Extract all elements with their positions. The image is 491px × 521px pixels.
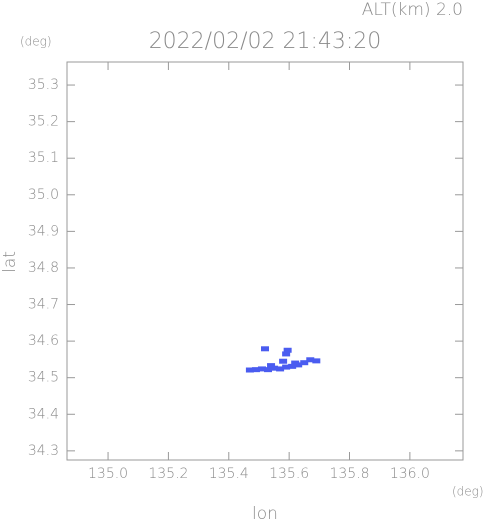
x-tick-label: 135.2 (148, 466, 188, 482)
y-tick-label: 35.3 (28, 77, 59, 93)
y-tick-label: 35.2 (28, 114, 59, 130)
echo-point (306, 357, 315, 363)
chart-title: 2022/02/02 21:43:20 (149, 29, 382, 54)
echo-point (291, 360, 300, 366)
y-tick-label: 34.8 (28, 260, 59, 276)
x-tick-label: 136.0 (390, 466, 430, 482)
x-axis-label: lon (252, 504, 278, 521)
x-tick-label: 135.8 (329, 466, 369, 482)
echo-point (282, 351, 291, 357)
x-tick-label: 135.6 (269, 466, 309, 482)
echo-point (257, 366, 266, 372)
echo-point (264, 367, 273, 373)
echo-point (251, 367, 260, 373)
y-tick-label: 35.0 (28, 187, 59, 203)
x-tick-label: 135.0 (88, 466, 128, 482)
y-axis-label: lat (0, 251, 20, 273)
x-unit: (deg) (452, 485, 484, 499)
echo-point (300, 360, 309, 366)
y-tick-label: 34.3 (28, 443, 59, 459)
y-tick-label: 34.7 (28, 297, 59, 313)
echo-point (276, 366, 285, 372)
echo-point (267, 363, 276, 369)
echo-point (282, 364, 291, 370)
echo-point (245, 367, 254, 373)
echo-point (270, 365, 279, 371)
y-tick-label: 34.9 (28, 223, 59, 239)
echo-point (283, 347, 292, 353)
x-tick-label: 135.4 (209, 466, 249, 482)
y-tick-label: 35.1 (28, 150, 59, 166)
altitude-label: ALT(km) 2.0 (362, 0, 463, 20)
echo-point (279, 358, 288, 364)
y-tick-label: 34.4 (28, 406, 59, 422)
echo-point (261, 346, 269, 352)
echo-point (312, 358, 321, 364)
plot-frame (66, 61, 464, 461)
y-tick-label: 34.5 (28, 370, 59, 386)
echo-point (288, 363, 297, 369)
y-unit: (deg) (20, 35, 52, 49)
y-tick-label: 34.6 (28, 333, 59, 349)
